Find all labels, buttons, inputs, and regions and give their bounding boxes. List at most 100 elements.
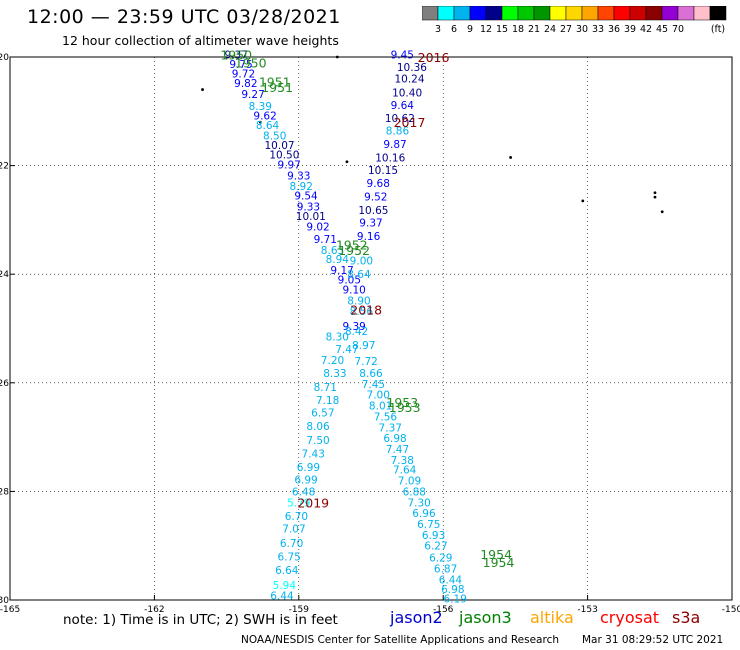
colorbar-label: 30: [576, 24, 588, 35]
colorbar-label: 27: [560, 24, 572, 35]
swh-label: 9.52: [364, 192, 387, 204]
swh-label: 7.50: [306, 435, 329, 447]
swh-label: 8.64: [347, 269, 371, 281]
colorbar-label: (ft): [711, 24, 725, 35]
swh-label: 10.36: [397, 62, 427, 74]
swh-label: 9.17: [330, 265, 353, 277]
swh-label: 6.88: [403, 486, 426, 498]
colorbar-label: 21: [528, 24, 540, 35]
y-tick-label: -30: [0, 596, 9, 606]
colorbar-label: 45: [656, 24, 668, 35]
legend-altika: altika: [530, 608, 574, 627]
swh-label: 7.64: [393, 465, 417, 477]
track-time-label: 2017: [394, 115, 426, 130]
swh-label: 7.47: [335, 344, 358, 356]
island: [660, 210, 664, 214]
swh-label: 10.07: [265, 140, 295, 152]
swh-label: 5.94: [273, 580, 297, 592]
swh-label: 9.37: [225, 49, 248, 61]
swh-label: 6.75: [277, 552, 300, 564]
island: [653, 195, 657, 199]
track-time-label: 1953: [386, 395, 418, 410]
x-tick-label: -150: [722, 605, 740, 615]
swh-label: 9.82: [234, 78, 257, 90]
swh-label: 9.75: [229, 59, 252, 71]
track-time-label: 1950: [235, 55, 267, 70]
swh-label: 6.96: [412, 508, 436, 520]
swh-label: 7.20: [321, 355, 344, 367]
page-subtitle: 12 hour collection of altimeter wave hei…: [62, 33, 339, 48]
swh-label: 8.64: [256, 120, 280, 132]
swh-label: 6.99: [294, 474, 317, 486]
swh-label: 6.44: [270, 591, 294, 603]
footer-credit: NOAA/NESDIS Center for Satellite Applica…: [241, 634, 559, 646]
island: [258, 120, 262, 124]
swh-label: 6.70: [285, 511, 308, 523]
swh-label: 8.06: [306, 421, 330, 433]
swh-label: 7.09: [398, 476, 421, 488]
swh-label: 10.01: [296, 211, 326, 223]
colorbar-label: 39: [624, 24, 636, 35]
swh-label: 9.97: [277, 160, 300, 172]
swh-label: 9.87: [383, 139, 406, 151]
footer-timestamp: Mar 31 08:29:52 UTC 2021: [582, 634, 724, 646]
track-time-label: 2018: [350, 302, 382, 317]
swh-label: 7.56: [374, 411, 398, 423]
x-tick-label: -156: [433, 605, 454, 615]
y-tick-label: -26: [0, 379, 9, 389]
swh-label: 8.33: [323, 368, 346, 380]
swh-label: 9.33: [287, 170, 310, 182]
swh-label: 7.30: [407, 497, 430, 509]
swh-label: 8.97: [352, 340, 375, 352]
swh-label: 7.38: [391, 455, 414, 467]
swh-label: 7.07: [282, 523, 305, 535]
island: [335, 55, 339, 59]
swh-label: 6.70: [280, 538, 303, 550]
swh-label: 6.98: [441, 584, 464, 596]
colorbar-label: 6: [451, 24, 457, 35]
colorbar-label: 3: [435, 24, 441, 35]
colorbar-label: 18: [512, 24, 524, 35]
swh-label: 9.05: [338, 275, 361, 287]
swh-label: 10.50: [269, 150, 299, 162]
track-time-label: 1951: [259, 74, 291, 89]
swh-label: 8.63: [321, 245, 344, 257]
swh-label: 8.92: [290, 181, 313, 193]
swh-label: 7.37: [379, 422, 402, 434]
colorbar-label: 70: [672, 24, 684, 35]
colorbar-label: 33: [592, 24, 604, 35]
swh-label: 9.27: [241, 89, 264, 101]
swh-label: 7.43: [302, 448, 325, 460]
swh-label: 6.29: [429, 553, 452, 565]
swh-label: 7.00: [367, 390, 390, 402]
y-tick-label: -24: [0, 270, 9, 280]
track-time-label: 1954: [483, 555, 515, 570]
swh-label: 10.24: [394, 74, 424, 86]
island: [345, 160, 349, 164]
swh-label: 9.45: [391, 49, 414, 61]
x-tick-label: -159: [289, 605, 310, 615]
swh-label: 9.10: [342, 284, 365, 296]
track-time-label: 2019: [297, 495, 329, 510]
swh-label: 10.16: [375, 152, 405, 164]
page-title: 12:00 — 23:59 UTC 03/28/2021: [27, 6, 341, 28]
swh-label: 6.57: [311, 408, 334, 420]
legend-jason3: jason3: [459, 608, 512, 627]
colorbar-label: 9: [467, 24, 473, 35]
swh-label: 10.15: [368, 165, 398, 177]
swh-label: 6.48: [292, 486, 315, 498]
swh-label: 6.19: [444, 593, 467, 605]
swh-label: 9.39: [342, 321, 365, 333]
swh-label: 9.02: [306, 221, 329, 233]
swh-label: 6.98: [383, 433, 406, 445]
colorbar-swatch: [709, 6, 727, 21]
island: [201, 88, 204, 91]
swh-label: 7.18: [316, 395, 339, 407]
swh-label: 9.72: [232, 68, 255, 80]
swh-label: 9.62: [253, 111, 276, 123]
track-time-label: 1953: [389, 400, 421, 415]
swh-label: 9.71: [314, 234, 337, 246]
swh-label: 8.42: [345, 326, 368, 338]
swh-label: 8.86: [386, 125, 410, 137]
y-tick-label: -20: [0, 53, 9, 63]
